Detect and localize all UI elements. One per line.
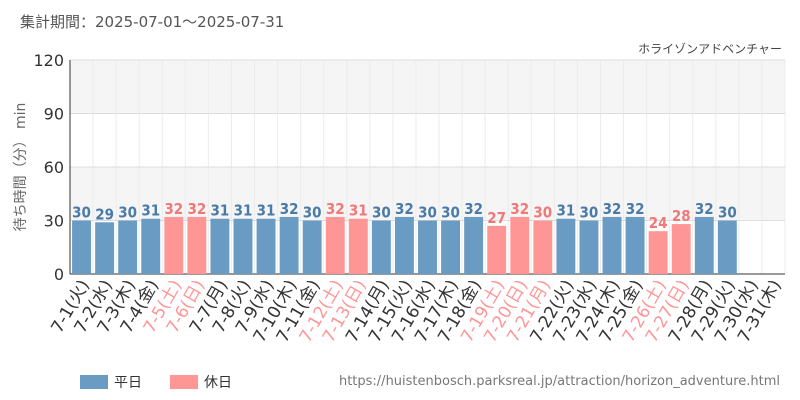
y-axis-label: 待ち時間（分） min: [13, 103, 29, 232]
bar: [694, 216, 714, 274]
data-label: 29: [95, 205, 114, 223]
legend-label-holiday: 休日: [204, 375, 232, 391]
legend-item-weekday: 平日: [80, 372, 142, 392]
attraction-name: ホライゾンアドベンチャー: [638, 42, 782, 56]
bar: [348, 218, 368, 274]
data-label: 32: [395, 200, 414, 218]
bar: [118, 220, 138, 274]
bar: [302, 220, 322, 274]
data-label: 30: [118, 204, 137, 222]
data-label: 32: [280, 200, 299, 218]
data-label: 31: [257, 202, 276, 220]
bar: [72, 220, 91, 274]
bar: [394, 216, 414, 274]
bar: [187, 216, 207, 274]
bar: [464, 216, 484, 274]
bar: [441, 220, 461, 274]
bar: [256, 218, 276, 274]
data-label: 24: [649, 214, 668, 232]
data-label: 32: [187, 200, 206, 218]
legend-swatch-weekday: [80, 375, 108, 389]
data-label: 31: [556, 202, 575, 220]
bar: [164, 216, 184, 274]
bar: [418, 220, 437, 274]
data-label: 32: [164, 200, 183, 218]
data-label: 30: [533, 204, 552, 222]
data-label: 31: [141, 202, 160, 220]
legend-item-holiday: 休日: [170, 372, 232, 392]
data-label: 30: [372, 204, 391, 222]
bar: [556, 218, 576, 274]
data-label: 32: [626, 200, 645, 218]
data-label: 32: [695, 200, 714, 218]
y-tick-label: 60: [44, 158, 64, 177]
bar: [648, 231, 668, 274]
data-label: 30: [580, 204, 599, 222]
data-label: 31: [211, 202, 230, 220]
y-tick-label: 0: [54, 265, 64, 284]
y-tick-label: 30: [44, 212, 64, 231]
y-tick-label: 120: [33, 51, 64, 70]
data-label: 27: [487, 209, 506, 227]
bar: [371, 220, 391, 274]
data-label: 30: [441, 204, 460, 222]
bar: [533, 220, 553, 274]
legend-label-weekday: 平日: [114, 375, 142, 391]
data-label: 31: [234, 202, 253, 220]
bar: [233, 218, 253, 274]
data-label: 30: [718, 204, 737, 222]
data-label: 30: [303, 204, 322, 222]
bar: [625, 216, 645, 274]
plot-band: [70, 167, 785, 221]
bar: [510, 216, 530, 274]
bar: [95, 222, 115, 274]
legend-swatch-holiday: [170, 375, 198, 389]
data-label: 32: [510, 200, 529, 218]
bar: [210, 218, 230, 274]
bar: [579, 220, 599, 274]
plot-band: [70, 60, 785, 114]
data-label: 32: [326, 200, 345, 218]
legend: 平日 休日: [80, 372, 260, 392]
data-label: 30: [418, 204, 437, 222]
source-url[interactable]: https://huistenbosch.parksreal.jp/attrac…: [338, 374, 780, 389]
bar: [141, 218, 161, 274]
data-label: 30: [72, 204, 91, 222]
bar: [602, 216, 622, 274]
y-tick-label: 90: [44, 105, 64, 124]
data-label: 32: [464, 200, 483, 218]
period-label: 集計期間：2025-07-01～2025-07-31: [20, 13, 285, 31]
data-label: 32: [603, 200, 622, 218]
data-label: 28: [672, 207, 691, 225]
bar: [279, 216, 299, 274]
bar: [487, 225, 507, 274]
data-label: 31: [349, 202, 368, 220]
bar: [717, 220, 737, 274]
bar: [671, 224, 691, 274]
bar: [325, 216, 345, 274]
